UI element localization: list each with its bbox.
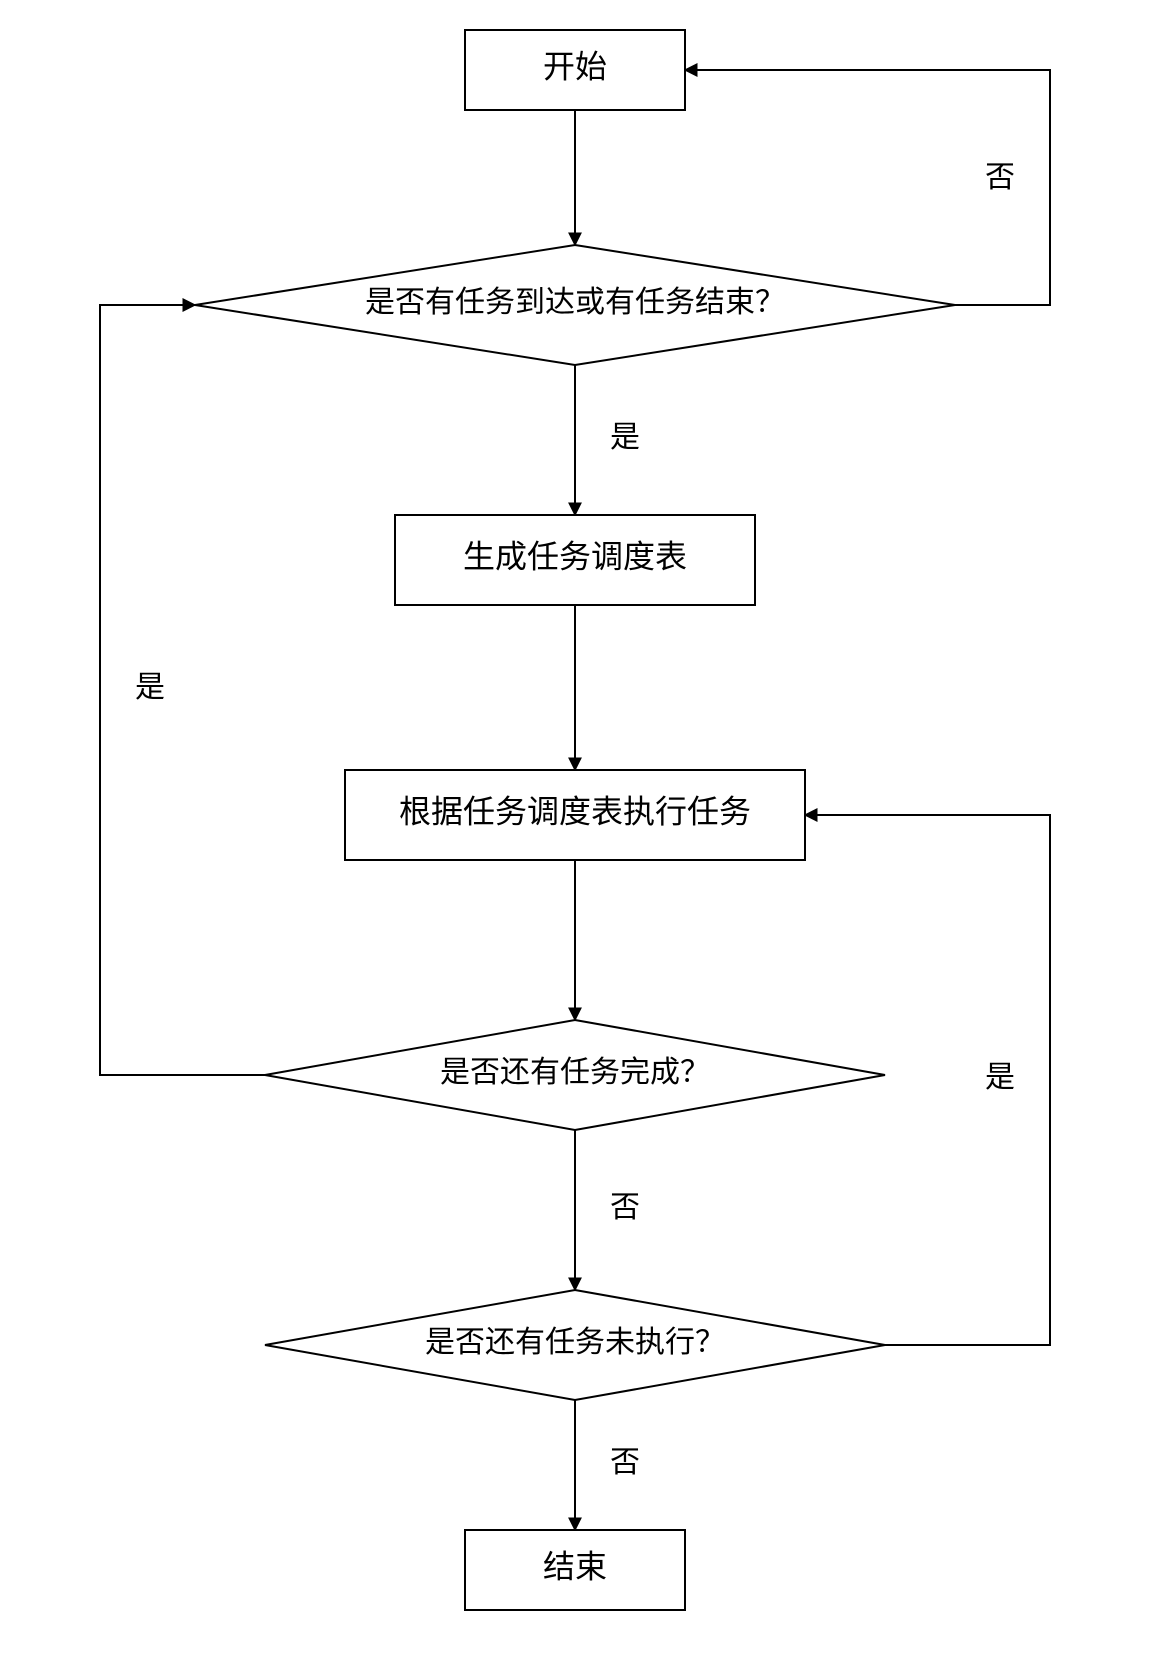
- flow-box-label: 开始: [543, 48, 607, 84]
- edge-label: 否: [610, 1191, 640, 1224]
- flow-diamond-label: 是否还有任务完成？: [440, 1056, 710, 1089]
- edge-label: 否: [985, 161, 1015, 194]
- flow-diamond-label: 是否有任务到达或有任务结束？: [365, 286, 785, 319]
- flow-box-label: 结束: [543, 1548, 607, 1584]
- flow-box-label: 根据任务调度表执行任务: [399, 793, 751, 829]
- edge-label: 是: [610, 421, 640, 454]
- edge-label: 是: [985, 1061, 1015, 1094]
- flow-diamond-label: 是否还有任务未执行？: [425, 1326, 725, 1359]
- flow-edge: [100, 305, 265, 1075]
- flow-box-label: 生成任务调度表: [463, 538, 687, 574]
- edge-label: 是: [135, 671, 165, 704]
- edge-label: 否: [610, 1446, 640, 1479]
